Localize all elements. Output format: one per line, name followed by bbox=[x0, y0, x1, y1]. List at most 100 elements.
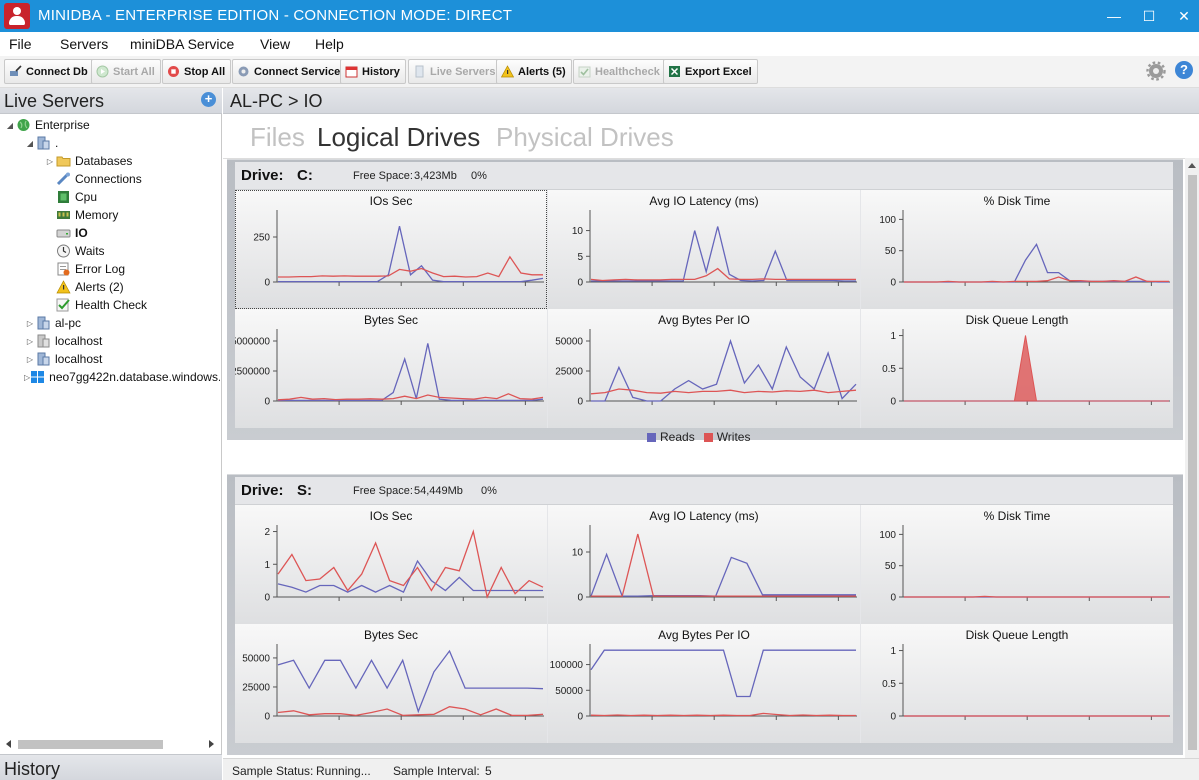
chart-title: % Disk Time bbox=[983, 194, 1051, 208]
close-button[interactable]: ✕ bbox=[1178, 8, 1190, 24]
chart-disk-queue-length[interactable]: 1 0.5 0 Disk Queue Length bbox=[861, 309, 1173, 428]
live-servers-label: Live Servers bbox=[430, 65, 496, 78]
status-bar: Sample Status: Running... Sample Interva… bbox=[223, 758, 1199, 780]
tree-item-localhost-1[interactable]: ▷ localhost bbox=[24, 332, 102, 350]
healthcheck-button[interactable]: Healthcheck bbox=[573, 59, 666, 84]
series-line-reads bbox=[591, 338, 857, 402]
menu-servers[interactable]: Servers bbox=[60, 36, 109, 52]
collapsed-arrow-icon[interactable]: ▷ bbox=[26, 354, 34, 364]
tree-item-local-server[interactable]: ◢ . bbox=[24, 134, 58, 152]
tree-item-alerts[interactable]: Alerts (2) bbox=[56, 278, 124, 296]
history-header[interactable]: History bbox=[0, 754, 222, 780]
chart-plot: 100 50 0 bbox=[879, 525, 1170, 604]
tree-item-databases[interactable]: ▷ Databases bbox=[44, 152, 132, 170]
connect-service-button[interactable]: Connect Service bbox=[232, 59, 347, 84]
tree-item-localhost-2[interactable]: ▷ localhost bbox=[24, 350, 102, 368]
collapsed-arrow-icon[interactable]: ▷ bbox=[46, 156, 54, 166]
menu-file[interactable]: File bbox=[9, 36, 32, 52]
export-excel-button[interactable]: Export Excel bbox=[663, 59, 758, 84]
chart-ios-sec[interactable]: 250 0 IOs Sec bbox=[235, 190, 547, 309]
collapsed-arrow-icon[interactable]: ▷ bbox=[26, 318, 34, 328]
disk-icon bbox=[56, 229, 71, 238]
series-line-writes bbox=[590, 388, 857, 395]
chart-avg-io-latency[interactable]: 10 0 Avg IO Latency (ms) bbox=[548, 505, 860, 624]
tree-item-connections[interactable]: Connections bbox=[56, 170, 142, 188]
minimize-button[interactable]: — bbox=[1107, 8, 1121, 24]
vertical-scrollbar[interactable] bbox=[1185, 158, 1199, 758]
export-excel-label: Export Excel bbox=[685, 65, 752, 78]
live-servers-button[interactable]: Live Servers bbox=[408, 59, 502, 84]
free-space-value: 3,423Mb bbox=[414, 170, 457, 182]
series-line-reads bbox=[590, 649, 856, 698]
sample-status-label: Sample Status: bbox=[232, 764, 314, 778]
expanded-arrow-icon[interactable]: ◢ bbox=[6, 120, 14, 130]
scrollbar-thumb[interactable] bbox=[1188, 175, 1197, 750]
y-tick-label: 100000 bbox=[550, 660, 584, 671]
chart-bytes-sec[interactable]: 50000 25000 0 Bytes Sec bbox=[235, 624, 547, 743]
tree-item-azure-server[interactable]: ▷ neo7gg422n.database.windows.net bbox=[24, 368, 220, 386]
windows-logo-icon bbox=[31, 371, 45, 383]
tab-physical-drives[interactable]: Physical Drives bbox=[496, 122, 674, 152]
scroll-right-icon[interactable] bbox=[207, 739, 216, 749]
chart-disk-queue-length[interactable]: 1 0.5 0 Disk Queue Length bbox=[861, 624, 1173, 743]
tree-item-al-pc[interactable]: ▷ al-pc bbox=[24, 314, 81, 332]
clock-icon bbox=[57, 244, 70, 258]
tree-item-health-check[interactable]: Health Check bbox=[56, 296, 147, 314]
chart-avg-bytes-per-io[interactable]: 50000 25000 0 Avg Bytes Per IO bbox=[548, 309, 860, 428]
history-button[interactable]: History bbox=[340, 59, 406, 84]
settings-gear-icon[interactable] bbox=[1146, 61, 1166, 81]
chart-title: IOs Sec bbox=[369, 194, 413, 208]
series-line-writes bbox=[590, 267, 856, 282]
tree-item-io[interactable]: IO bbox=[56, 224, 88, 242]
tree-label: localhost bbox=[55, 352, 103, 366]
chart-disk-time[interactable]: 100 50 0 % Disk Time bbox=[861, 505, 1173, 624]
y-tick-label: 50000 bbox=[555, 686, 583, 697]
connect-db-button[interactable]: Connect Db bbox=[4, 59, 94, 84]
tree-item-memory[interactable]: Memory bbox=[56, 206, 118, 224]
tree-item-error-log[interactable]: Error Log bbox=[56, 260, 125, 278]
tab-logical-drives[interactable]: Logical Drives bbox=[317, 122, 481, 152]
scroll-up-icon[interactable] bbox=[1187, 161, 1197, 169]
tree-item-cpu[interactable]: Cpu bbox=[56, 188, 97, 206]
drive-card-s: Drive: S: Free Space: 54,449Mb 0% 2 1 0 IOs… bbox=[227, 474, 1183, 755]
y-tick-label: 25000 bbox=[242, 682, 270, 693]
excel-icon bbox=[669, 66, 680, 77]
y-tick-label: 0 bbox=[890, 712, 896, 723]
chart-avg-bytes-per-io[interactable]: 100000 50000 0 Avg Bytes Per IO bbox=[548, 624, 860, 743]
stop-all-button[interactable]: Stop All bbox=[162, 59, 232, 84]
tree-item-waits[interactable]: Waits bbox=[56, 242, 105, 260]
scrollbar-thumb[interactable] bbox=[18, 740, 163, 749]
drive-name: S: bbox=[297, 482, 312, 499]
y-tick-label: 25000 bbox=[555, 367, 583, 378]
tab-files[interactable]: Files bbox=[250, 122, 305, 152]
tree-label: Enterprise bbox=[35, 118, 90, 132]
connect-service-label: Connect Service bbox=[254, 65, 341, 78]
help-icon[interactable]: ? bbox=[1175, 61, 1193, 79]
expanded-arrow-icon[interactable]: ◢ bbox=[26, 138, 34, 148]
y-tick-label: 1 bbox=[890, 646, 896, 657]
chart-disk-time[interactable]: 100 50 0 % Disk Time bbox=[861, 190, 1173, 309]
collapsed-arrow-icon[interactable]: ▷ bbox=[24, 372, 31, 382]
tree-item-enterprise[interactable]: ◢ Enterprise bbox=[4, 116, 90, 134]
menu-help[interactable]: Help bbox=[315, 36, 344, 52]
y-tick-label: 0 bbox=[890, 278, 896, 289]
left-panel: Live Servers + ◢ Enterprise ◢ . ▷ Databa… bbox=[0, 88, 222, 780]
scroll-left-icon[interactable] bbox=[4, 739, 13, 749]
collapsed-arrow-icon[interactable]: ▷ bbox=[26, 336, 34, 346]
chart-avg-io-latency[interactable]: 10 5 0 Avg IO Latency (ms) bbox=[548, 190, 860, 309]
menu-minidba-service[interactable]: miniDBA Service bbox=[130, 36, 235, 52]
chart-title: Avg IO Latency (ms) bbox=[649, 194, 759, 208]
warning-icon bbox=[501, 65, 514, 78]
start-all-button[interactable]: Start All bbox=[91, 59, 161, 84]
menu-view[interactable]: View bbox=[260, 36, 291, 52]
chart-plot: 2 1 0 bbox=[264, 525, 544, 604]
alerts-button[interactable]: Alerts (5) bbox=[496, 59, 572, 84]
maximize-button[interactable]: ☐ bbox=[1142, 8, 1156, 24]
y-tick-label: 0 bbox=[577, 397, 583, 408]
tree-label: Databases bbox=[75, 154, 133, 168]
free-space-value: 54,449Mb bbox=[414, 485, 463, 497]
add-server-icon[interactable]: + bbox=[201, 92, 216, 107]
chart-ios-sec[interactable]: 2 1 0 IOs Sec bbox=[235, 505, 547, 624]
horizontal-scrollbar[interactable] bbox=[4, 738, 216, 750]
